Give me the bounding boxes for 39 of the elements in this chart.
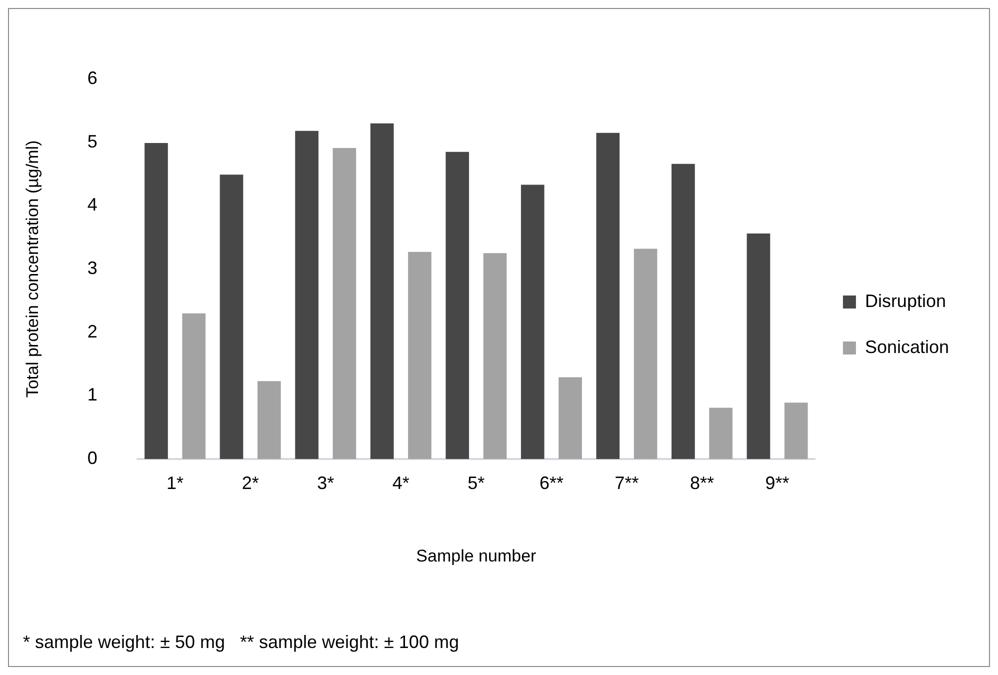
x-tick-label: 9** bbox=[765, 472, 790, 493]
bar bbox=[746, 234, 770, 459]
bar bbox=[784, 402, 808, 459]
legend-label: Disruption bbox=[864, 290, 946, 311]
bar bbox=[672, 164, 695, 459]
x-tick-label: 4* bbox=[392, 472, 410, 493]
bar bbox=[483, 253, 507, 459]
bar bbox=[520, 184, 544, 459]
y-tick-label: 2 bbox=[87, 321, 98, 342]
bar bbox=[370, 123, 394, 459]
y-tick-label: 3 bbox=[87, 258, 98, 278]
bar bbox=[596, 132, 620, 459]
bar bbox=[634, 248, 658, 459]
bar bbox=[332, 148, 356, 459]
x-tick-label: 5* bbox=[468, 472, 485, 493]
x-tick-label: 7** bbox=[614, 472, 639, 493]
y-tick-label: 4 bbox=[87, 194, 98, 215]
x-tick-label: 6** bbox=[539, 472, 564, 493]
bar bbox=[295, 130, 318, 459]
x-tick-label: 8** bbox=[690, 472, 714, 493]
y-tick-label: 6 bbox=[87, 68, 98, 88]
bar bbox=[709, 408, 733, 459]
text: * sample weight: ± 50 mg ** sample weight: ± 100 mg bbox=[23, 632, 459, 652]
x-tick-label: 2* bbox=[242, 472, 259, 493]
bar bbox=[144, 142, 168, 459]
bar bbox=[182, 313, 206, 459]
x-tick-label: 1* bbox=[166, 472, 184, 493]
y-tick-label: 5 bbox=[87, 131, 98, 152]
y-tick-label: 0 bbox=[87, 448, 98, 468]
y-tick-label: 1 bbox=[87, 384, 98, 405]
bar bbox=[446, 152, 470, 459]
bar bbox=[257, 381, 281, 459]
bar bbox=[408, 252, 432, 459]
bar bbox=[220, 174, 244, 459]
x-tick-label: 3* bbox=[317, 472, 334, 493]
x-axis-title: Sample number bbox=[416, 546, 537, 566]
legend-label: Sonication bbox=[864, 336, 950, 357]
y-axis-title: Total protein concentration (µg/ml) bbox=[22, 140, 42, 398]
bar bbox=[558, 377, 582, 459]
